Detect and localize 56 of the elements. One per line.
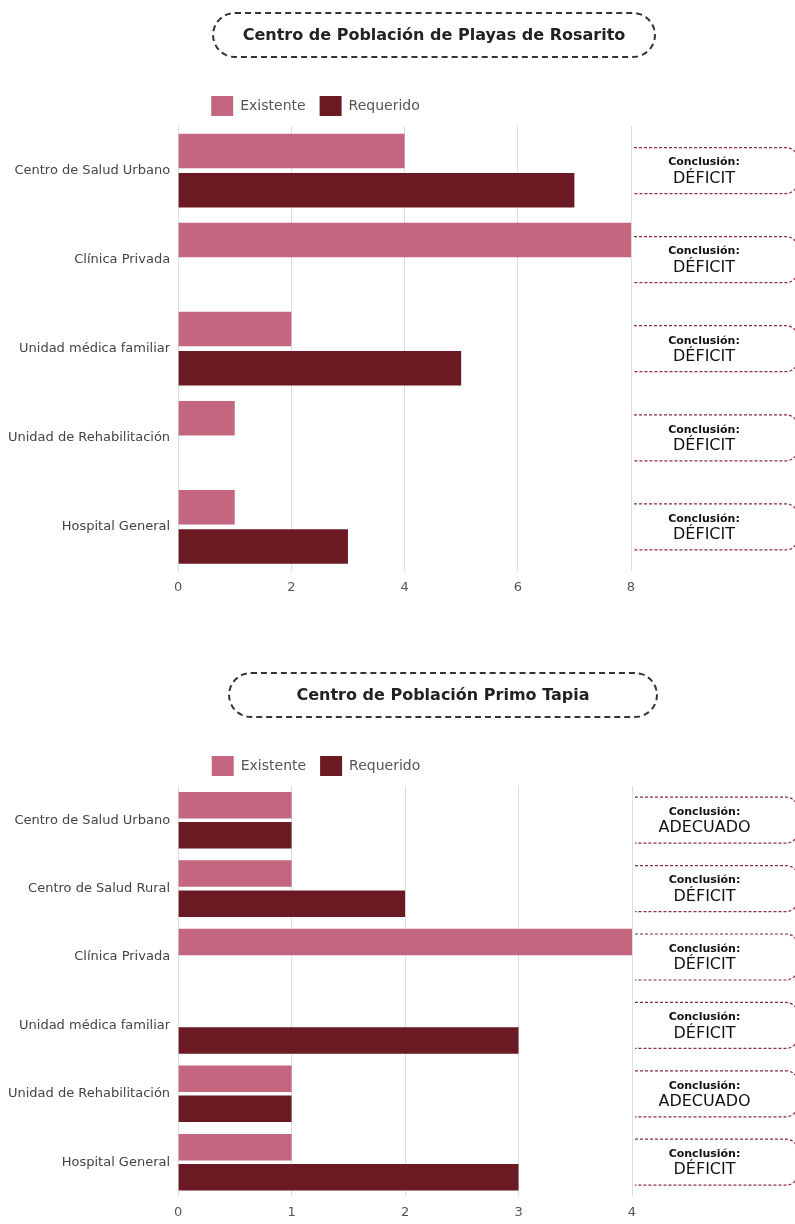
y-tick-label: Clínica Privada [74, 948, 171, 964]
text: Conclusión: DÉFICIT [668, 155, 740, 187]
x-tick-label: 2 [287, 578, 296, 594]
bar [178, 1164, 519, 1191]
y-tick-label: Hospital General [61, 518, 171, 534]
y-tick-label: Unidad médica familiar [19, 1016, 171, 1032]
x-tick-label: 6 [513, 578, 522, 594]
bar [178, 172, 575, 208]
text: Conclusión: DÉFICIT [668, 941, 741, 974]
bar [178, 490, 235, 525]
y-tick-label: Centro de Salud Urbano [14, 811, 171, 827]
bar [178, 791, 292, 819]
bar [178, 400, 235, 436]
bar [178, 351, 462, 386]
y-tick-label: Centro de Salud Rural [28, 879, 171, 895]
text: Conclusión: DÉFICIT [668, 1010, 741, 1042]
legend-label: Requerido [348, 96, 420, 113]
bar [178, 860, 292, 887]
text: Conclusión: DÉFICIT [668, 244, 740, 276]
bar [178, 133, 405, 169]
bar [178, 222, 631, 258]
legend-label: Existente [240, 756, 307, 773]
text: Conclusión: DÉFICIT [668, 333, 740, 365]
y-tick-label: Unidad de Rehabilitación [8, 1085, 171, 1101]
y-tick-label: Hospital General [61, 1153, 171, 1169]
x-tick-label: 4 [627, 1203, 637, 1219]
x-tick-label: 8 [626, 578, 636, 594]
text: Conclusión: DÉFICIT [668, 511, 740, 544]
text: Conclusión: DÉFICIT [668, 873, 741, 905]
bar [178, 311, 292, 347]
x-tick-label: 1 [287, 1203, 296, 1219]
legend-label: Existente [240, 96, 306, 113]
text: Conclusión: ADECUADO [658, 805, 751, 837]
y-tick-label: Clínica Privada [74, 250, 171, 266]
x-tick-label: 0 [173, 1203, 183, 1219]
text: Conclusión: DÉFICIT [668, 1147, 741, 1179]
bar [178, 529, 348, 564]
chart-title: Centro de Población Primo Tapia [228, 672, 658, 718]
text: Conclusión: ADECUADO [658, 1078, 751, 1110]
x-tick-label: 3 [514, 1203, 523, 1219]
chart-title: Centro de Población de Playas de Rosarito [212, 12, 656, 58]
legend-label: Requerido [349, 756, 421, 773]
y-tick-label: Centro de Salud Urbano [14, 161, 171, 177]
bar [178, 890, 406, 917]
bar [178, 1027, 519, 1054]
x-tick-label: 2 [400, 1203, 410, 1219]
text: Conclusión: DÉFICIT [668, 422, 740, 454]
y-tick-label: Unidad médica familiar [19, 340, 171, 356]
x-tick-label: 0 [173, 578, 183, 594]
bar [178, 822, 292, 849]
bar [178, 928, 632, 956]
bar [178, 1095, 292, 1123]
x-tick-label: 4 [400, 578, 409, 594]
bar [178, 1065, 292, 1092]
bar [178, 1133, 292, 1161]
y-tick-label: Unidad de Rehabilitación [8, 429, 171, 445]
